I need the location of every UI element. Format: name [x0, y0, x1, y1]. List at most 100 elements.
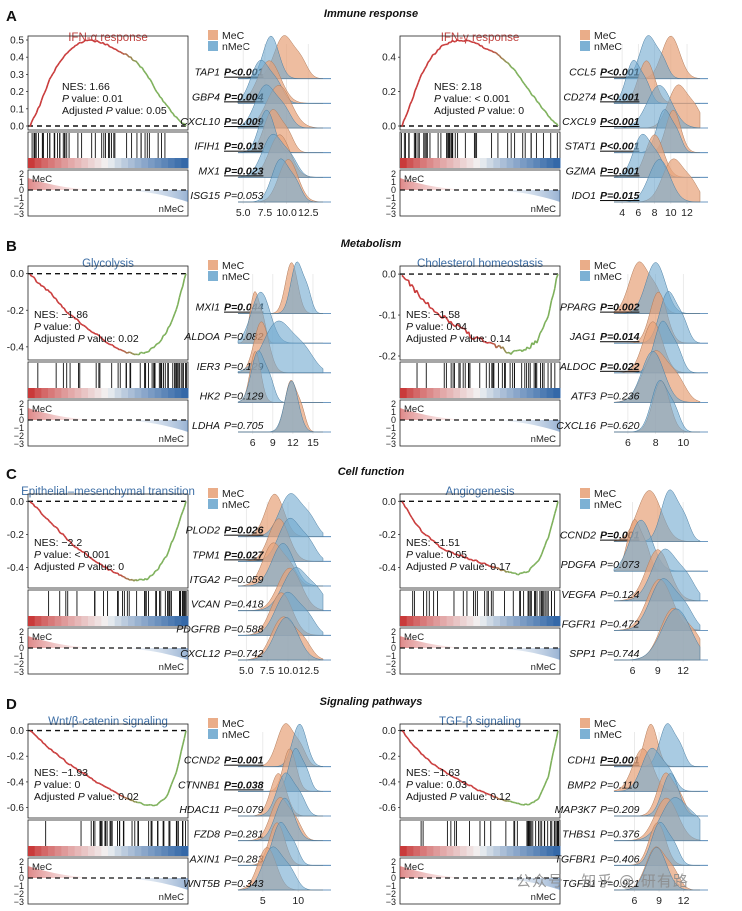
es-curve-segment: [503, 569, 507, 573]
metric-ytick-label: 2: [19, 627, 24, 637]
es-curve-segment: [63, 759, 67, 763]
es-curve-segment: [528, 803, 531, 806]
es-curve-segment: [117, 50, 120, 53]
rank-strip-cell: [88, 158, 96, 168]
es-ytick-label: 0.4: [382, 53, 396, 64]
es-curve-segment: [31, 502, 34, 505]
es-curve-segment: [419, 296, 423, 300]
es-curve-segment: [29, 730, 32, 733]
es-curve-segment: [71, 46, 75, 49]
es-curve-segment: [440, 547, 444, 550]
es-curve-segment: [487, 48, 491, 52]
gene-p-value: P=0.038: [224, 779, 264, 791]
es-curve-segment: [409, 741, 413, 745]
es-curve-segment: [83, 39, 86, 43]
es-curve-segment: [135, 578, 138, 582]
rank-strip-cell: [513, 158, 521, 168]
es-curve-segment: [55, 526, 59, 530]
es-curve-segment: [487, 793, 491, 796]
es-curve-segment: [461, 781, 465, 784]
metric-ytick-label: 1: [19, 865, 24, 875]
nmec-axis-label: nMeC: [531, 204, 556, 215]
es-curve-segment: [402, 503, 406, 508]
es-curve-segment: [469, 336, 473, 340]
rank-strip-cell: [480, 616, 488, 626]
gsea-title: TGF-β signaling: [439, 716, 521, 728]
es-curve-segment: [178, 290, 182, 298]
es-curve-segment: [552, 513, 556, 521]
rank-strip-cell: [101, 616, 109, 626]
gene-label: BMP2: [567, 779, 596, 791]
es-curve-segment: [66, 50, 70, 54]
es-curve-segment: [521, 348, 525, 353]
es-curve-segment: [55, 752, 59, 756]
es-curve-segment: [149, 347, 153, 350]
rank-strip-cell: [446, 158, 454, 168]
es-curve-segment: [547, 115, 551, 119]
es-curve-segment: [519, 77, 523, 82]
es-curve-segment: [165, 793, 169, 797]
es-ytick-label: 0.3: [10, 70, 24, 81]
es-curve-segment: [487, 564, 491, 568]
es-curve-segment: [523, 803, 526, 806]
es-curve-segment: [524, 85, 528, 89]
ridge-density-nmec: [613, 159, 701, 203]
ridge-xtick-label: 12.5: [298, 207, 319, 219]
es-frame: [399, 265, 561, 361]
ridge-xtick-label: 4: [619, 207, 625, 219]
gene-label: TAP1: [195, 67, 220, 79]
metric-ytick-label: −3: [386, 209, 396, 219]
gene-p-value: P=0.023: [224, 165, 264, 177]
es-curve-segment: [164, 555, 167, 559]
es-curve-segment: [173, 530, 178, 537]
legend-mec-label: MeC: [222, 30, 245, 42]
es-curve-segment: [83, 551, 86, 554]
es-curve-segment: [65, 537, 69, 541]
p-letter: P: [450, 561, 460, 573]
rank-strip-cell: [81, 388, 89, 398]
es-curve-segment: [45, 745, 49, 749]
es-curve-segment: [540, 549, 545, 555]
es-curve-segment: [503, 349, 507, 353]
ridge-density-nmec: [613, 262, 701, 314]
rank-strip-cell: [420, 388, 428, 398]
gene-p-value: P=0.053: [224, 190, 264, 202]
es-curve-segment: [484, 792, 487, 795]
p-letter: P: [406, 549, 416, 561]
es-curve-segment: [172, 776, 176, 781]
metric-ytick-label: 0: [391, 415, 396, 425]
rank-strip-cell: [141, 388, 149, 398]
es-curve-segment: [553, 738, 558, 747]
rank-strip-cell: [181, 846, 189, 856]
gene-p-value: P=0.472: [600, 618, 640, 630]
es-curve-segment: [56, 528, 60, 533]
es-curve-segment: [172, 313, 176, 319]
es-curve-segment: [156, 568, 159, 572]
gene-p-value: P=0.129: [224, 390, 264, 402]
adj-p-value-label: Adjusted P value: 0.12: [406, 791, 511, 803]
legend-mec-label: MeC: [594, 260, 617, 272]
es-curve-segment: [504, 799, 507, 802]
adj-word: Adjusted: [34, 333, 78, 345]
rank-strip-cell: [486, 616, 494, 626]
metric-ytick-label: 1: [19, 635, 24, 645]
es-curve-segment: [552, 120, 556, 124]
legend-nmec-label: nMeC: [222, 41, 250, 53]
p-letter: P: [434, 93, 444, 105]
es-curve-segment: [536, 798, 539, 801]
es-curve-segment: [544, 780, 548, 785]
es-curve-segment: [117, 793, 120, 796]
rank-strip-cell: [540, 158, 548, 168]
es-curve-segment: [482, 47, 486, 50]
metric-ytick-label: −2: [14, 201, 24, 211]
es-curve-segment: [58, 302, 62, 306]
rank-strip-cell: [446, 388, 454, 398]
gene-p-value: P=0.009: [224, 116, 264, 128]
es-curve-segment: [180, 511, 184, 516]
es-curve-segment: [412, 519, 416, 524]
es-curve-segment: [35, 735, 39, 739]
es-curve-segment: [468, 39, 471, 42]
rank-strip-cell: [41, 616, 49, 626]
